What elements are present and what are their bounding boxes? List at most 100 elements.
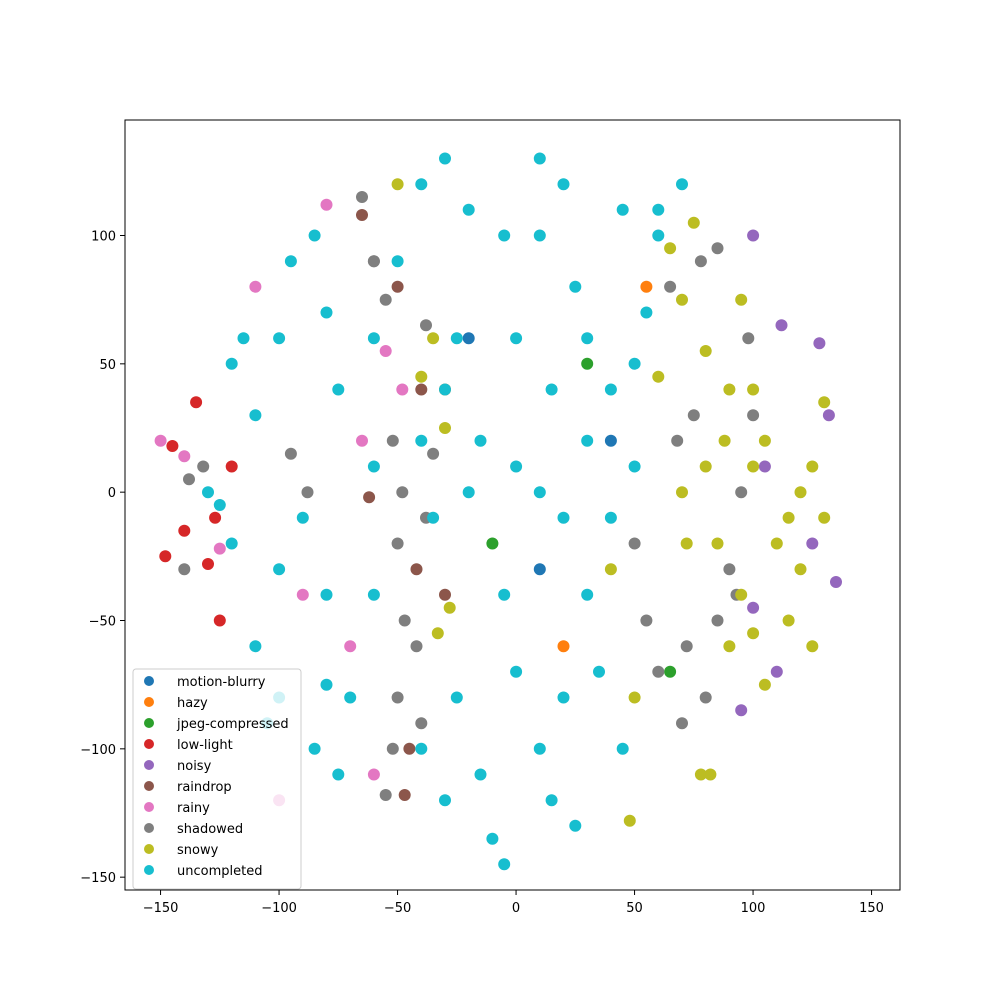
point-raindrop-0 (356, 209, 368, 221)
point-uncompleted-14 (533, 486, 546, 499)
point-uncompleted-39 (367, 460, 380, 473)
point-noisy-6 (775, 319, 788, 332)
x-tick-label: 150 (859, 901, 884, 916)
point-uncompleted-19 (474, 768, 487, 781)
point-rainy-4 (320, 198, 333, 211)
legend-label-motion-blurry: motion-blurry (177, 675, 266, 690)
point-snowy-5 (439, 422, 451, 434)
legend-marker-jpeg-compressed (144, 718, 154, 728)
legend-marker-uncompleted (144, 865, 154, 875)
point-shadowed-30 (723, 563, 736, 576)
point-snowy-7 (687, 216, 700, 229)
point-snowy-23 (806, 640, 819, 653)
point-shadowed-32 (747, 409, 760, 422)
point-uncompleted-5 (569, 280, 582, 293)
point-uncompleted-60 (320, 678, 333, 691)
legend-label-low-light: low-light (177, 738, 233, 753)
point-uncompleted-1 (450, 332, 463, 345)
point-shadowed-14 (379, 789, 392, 801)
point-jpeg-compressed-1 (581, 357, 594, 370)
x-tick-label: 0 (512, 901, 520, 916)
point-snowy-19 (747, 627, 760, 640)
point-shadowed-35 (664, 280, 677, 293)
legend-label-noisy: noisy (177, 759, 212, 774)
y-tick-label: −100 (80, 743, 116, 758)
point-uncompleted-58 (237, 332, 250, 345)
point-uncompleted-51 (569, 819, 582, 832)
point-snowy-17 (735, 588, 748, 601)
point-raindrop-3 (410, 563, 423, 576)
point-low-light-4 (166, 440, 179, 452)
point-snowy-6 (664, 242, 677, 255)
points-layer (154, 152, 842, 871)
point-shadowed-3 (284, 447, 297, 460)
point-rainy-1 (178, 450, 191, 463)
legend-box (132, 668, 302, 890)
point-uncompleted-12 (474, 434, 487, 447)
point-snowy-22 (794, 563, 807, 576)
point-snowy-34 (680, 537, 693, 550)
point-snowy-9 (699, 345, 712, 357)
point-snowy-37 (711, 537, 724, 550)
point-uncompleted-4 (533, 229, 546, 242)
legend-marker-raindrop (144, 781, 154, 791)
point-snowy-27 (735, 293, 748, 306)
legend-label-rainy: rainy (177, 801, 210, 816)
point-uncompleted-61 (367, 588, 380, 601)
point-noisy-0 (747, 601, 760, 614)
point-shadowed-5 (356, 191, 368, 203)
legend-marker-shadowed (144, 823, 154, 833)
point-raindrop-1 (403, 742, 416, 755)
point-snowy-25 (818, 511, 831, 524)
point-snowy-32 (676, 486, 688, 499)
x-tick-label: −50 (384, 901, 411, 916)
point-shadowed-31 (735, 486, 748, 499)
point-uncompleted-25 (367, 332, 380, 345)
point-snowy-29 (704, 768, 717, 781)
point-uncompleted-52 (533, 152, 546, 165)
point-uncompleted-57 (284, 255, 297, 268)
legend-marker-low-light (144, 739, 154, 749)
point-uncompleted-50 (616, 742, 629, 755)
point-noisy-8 (735, 704, 748, 717)
point-uncompleted-30 (296, 511, 309, 524)
point-low-light-7 (213, 614, 226, 627)
y-tick-label: −50 (89, 615, 116, 630)
point-shadowed-1 (183, 473, 195, 486)
point-noisy-2 (813, 337, 826, 350)
point-shadowed-36 (694, 255, 707, 268)
point-raindrop-5 (439, 588, 451, 601)
legend-label-uncompleted: uncompleted (177, 864, 262, 879)
x-tick-label: 100 (741, 901, 766, 916)
point-raindrop-7 (415, 383, 428, 396)
point-uncompleted-48 (604, 511, 617, 524)
point-low-light-1 (178, 524, 191, 537)
point-shadowed-26 (671, 434, 684, 447)
point-uncompleted-37 (344, 691, 357, 704)
point-snowy-36 (628, 691, 641, 704)
point-shadowed-11 (398, 614, 411, 627)
point-low-light-5 (190, 396, 203, 409)
point-uncompleted-3 (510, 332, 523, 345)
point-jpeg-compressed-0 (486, 537, 499, 550)
point-snowy-1 (427, 332, 440, 345)
point-uncompleted-31 (273, 563, 286, 576)
point-snowy-2 (415, 370, 428, 383)
point-shadowed-37 (711, 242, 724, 255)
point-shadowed-28 (699, 691, 712, 704)
point-raindrop-2 (398, 789, 411, 801)
point-uncompleted-64 (628, 357, 641, 370)
legend-label-hazy: hazy (177, 696, 208, 711)
point-uncompleted-44 (439, 383, 451, 396)
point-uncompleted-47 (628, 460, 641, 473)
point-uncompleted-46 (581, 434, 594, 447)
point-shadowed-2 (197, 460, 210, 473)
point-uncompleted-54 (391, 255, 404, 268)
point-uncompleted-8 (652, 203, 665, 216)
point-snowy-16 (770, 537, 783, 550)
y-axis: −150 −100 −50 0 50 100 (80, 230, 125, 886)
point-shadowed-17 (420, 319, 432, 332)
point-shadowed-9 (396, 486, 409, 499)
point-uncompleted-23 (557, 691, 570, 704)
